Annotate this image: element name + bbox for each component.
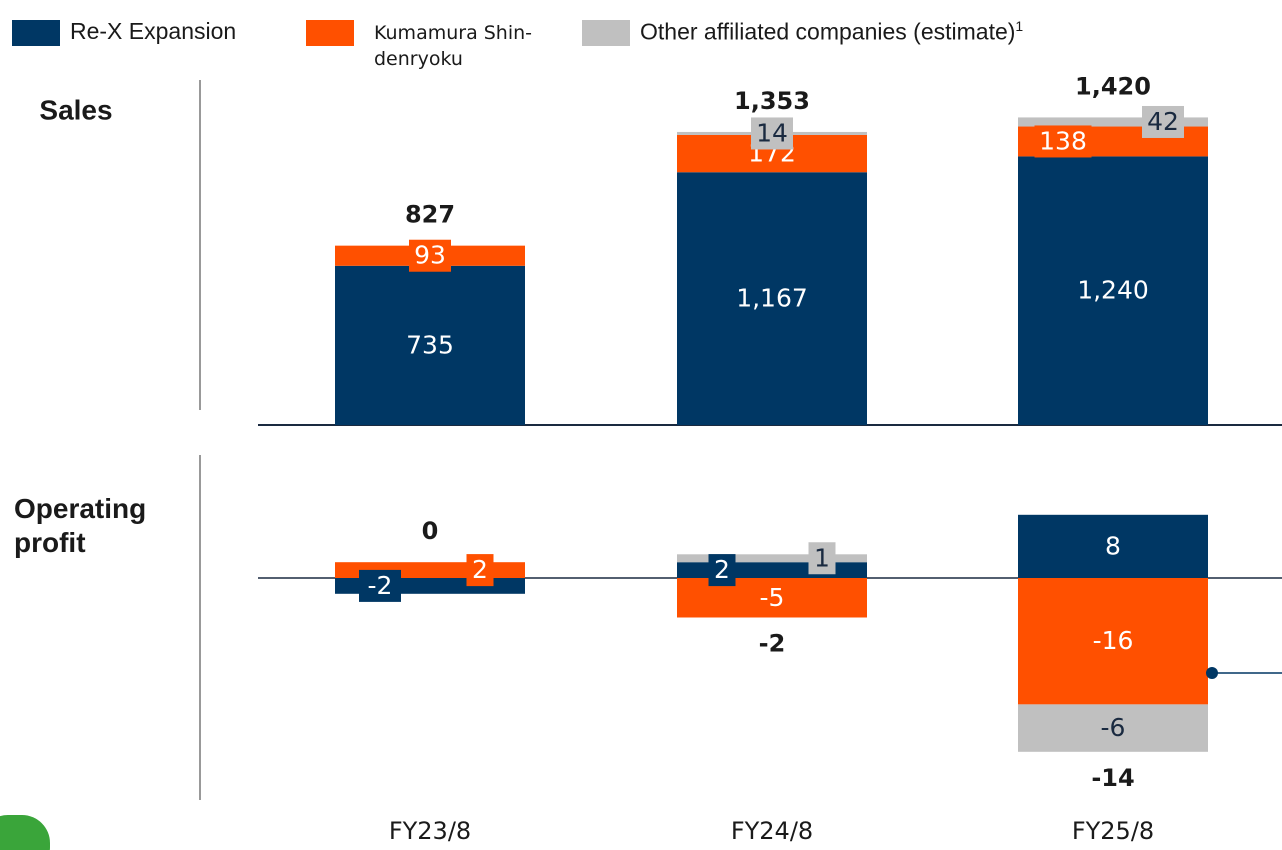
data-label: 14 <box>756 118 788 147</box>
data-label: 1 <box>814 543 830 572</box>
label-box <box>466 554 494 587</box>
legend-label: Other affiliated companies (estimate)1 <box>640 18 1023 46</box>
bar-segment <box>677 562 867 578</box>
data-label: -16 <box>1093 626 1134 655</box>
legend-swatch <box>582 20 630 46</box>
data-label: 138 <box>1039 126 1087 155</box>
x-tick-label: FY24/8 <box>731 817 813 845</box>
label-box <box>359 569 401 602</box>
data-label: 1,240 <box>1077 276 1149 305</box>
panel-title: Operating profit <box>14 493 147 558</box>
legend-label-text: Other affiliated companies (estimate) <box>640 18 1016 45</box>
bar-segment <box>677 554 867 563</box>
legend-label: Re-X Expansion <box>70 18 237 44</box>
label-box <box>751 117 793 150</box>
data-label: 93 <box>414 241 446 270</box>
x-tick-label: FY23/8 <box>389 817 471 845</box>
data-label: 8 <box>1105 531 1121 560</box>
bar-segment <box>1018 704 1208 752</box>
data-label: -2 <box>368 571 393 600</box>
label-box <box>409 239 451 272</box>
bar-segment <box>677 172 867 425</box>
panels: FY23/8 FY24/8 FY25/8735938271,167172141,35… <box>335 72 1208 845</box>
bar-segment <box>1018 117 1208 127</box>
bar-segment <box>1018 156 1208 425</box>
data-label: 2 <box>714 555 730 584</box>
label-box <box>708 554 736 587</box>
data-label: 1,167 <box>736 284 808 313</box>
bar-segment <box>1018 514 1208 578</box>
callout-dot <box>1206 667 1218 679</box>
data-label: 42 <box>1147 107 1179 136</box>
label-box <box>1034 125 1092 158</box>
total-label: -2 <box>759 630 786 658</box>
total-label: -14 <box>1091 764 1134 792</box>
panel-title: Sales <box>39 94 112 125</box>
corner-shape <box>0 815 50 850</box>
data-label: -6 <box>1101 713 1126 742</box>
x-tick-label: FY25/8 <box>1072 817 1154 845</box>
legend-swatch <box>306 20 354 46</box>
legend-swatch <box>12 20 60 46</box>
total-label: 1,420 <box>1075 72 1151 100</box>
footnote-marker: 1 <box>1015 18 1024 34</box>
data-label: 735 <box>406 330 454 359</box>
label-box <box>808 542 836 575</box>
bar-segment <box>335 265 525 425</box>
bar-segment <box>1018 578 1208 705</box>
data-label: -5 <box>760 583 785 612</box>
total-label: 1,353 <box>734 87 810 115</box>
label-box <box>1142 105 1184 138</box>
total-label: 0 <box>422 517 439 545</box>
data-label: 2 <box>472 555 488 584</box>
legend-label: Kumamura Shin-denryoku <box>374 22 533 70</box>
total-label: 827 <box>405 201 455 229</box>
